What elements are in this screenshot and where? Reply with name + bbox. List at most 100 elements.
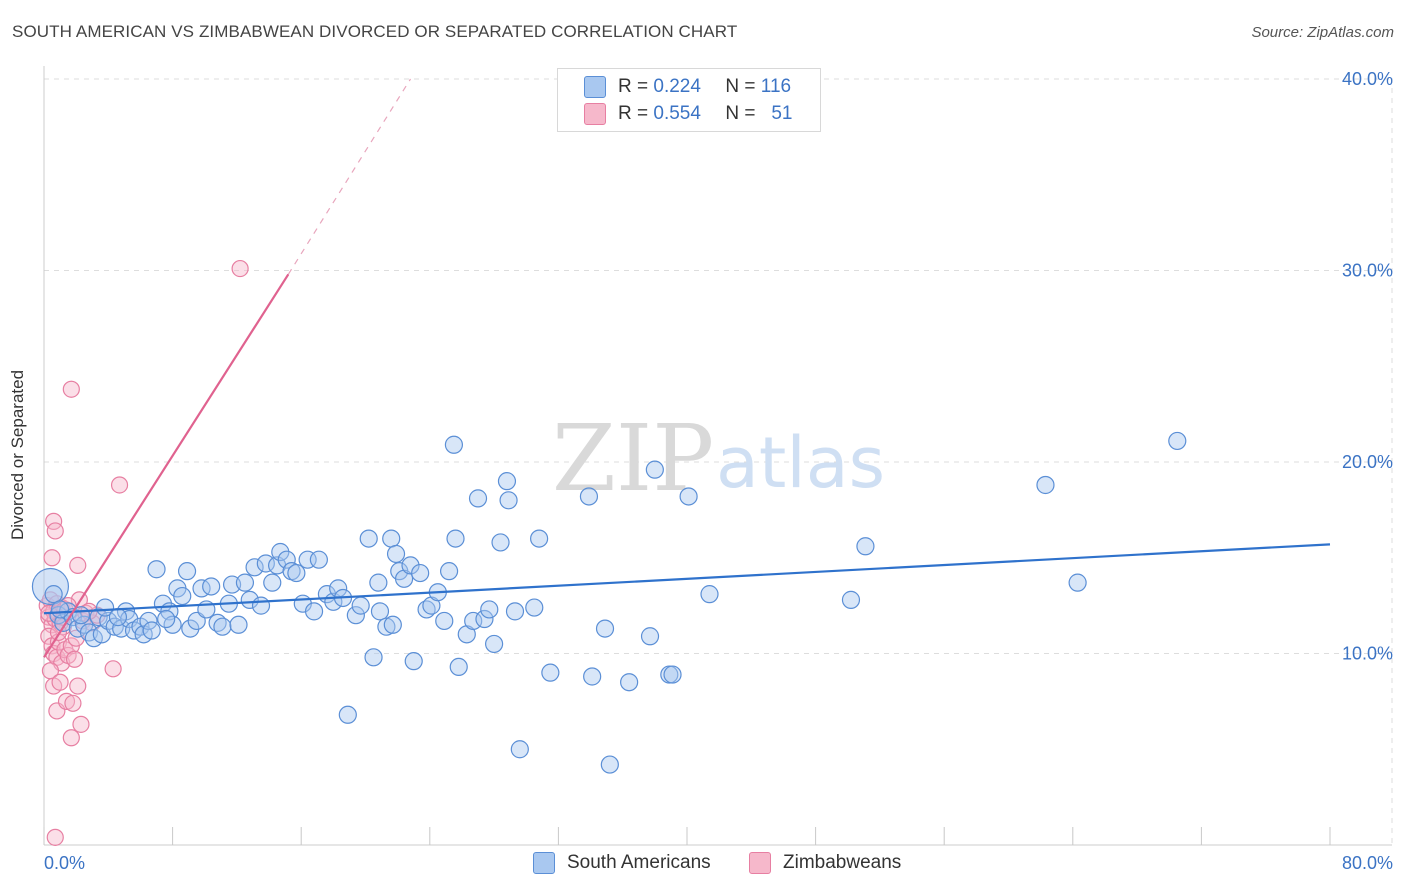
south-americans-point [583, 667, 602, 686]
south-americans-point [370, 602, 390, 621]
south-americans-point [139, 611, 158, 631]
chart-title: SOUTH AMERICAN VS ZIMBABWEAN DIVORCED OR… [12, 22, 738, 41]
south-americans-point [105, 617, 124, 636]
x-tick-label: 0.0% [44, 853, 85, 873]
zimbabweans-point [57, 692, 76, 710]
south-americans-points [31, 431, 1187, 774]
south-americans-point [449, 657, 468, 677]
south-americans-point [485, 634, 504, 654]
zimbabweans-point [72, 715, 90, 733]
south-americans-point [541, 663, 560, 682]
south-americans-point [525, 598, 544, 617]
watermark: ZIP atlas [552, 405, 885, 512]
south-americans-point [435, 611, 454, 631]
south-americans-point [377, 617, 396, 636]
zimbabweans-point [65, 650, 84, 668]
south-americans-point [364, 648, 383, 667]
south-americans-point [411, 563, 430, 583]
y-tick-label: 40.0% [1342, 69, 1393, 89]
legend-label: Zimbabweans [783, 852, 902, 873]
zimbabweans-point [64, 694, 82, 712]
watermark-zip: ZIP [552, 405, 714, 512]
zimbabweans-point [51, 673, 69, 691]
south-americans-point [446, 529, 465, 548]
legend-item-zimbabweans: Zimbabweans [749, 852, 901, 874]
south-americans-point [50, 600, 70, 619]
south-americans-point [351, 596, 370, 615]
south-americans-point [235, 573, 255, 592]
axes [43, 66, 1392, 846]
legend-r-value: 0.224 [653, 76, 701, 97]
legend-label: South Americans [567, 852, 711, 873]
south-americans-point [663, 665, 682, 684]
legend-r-label: R = [618, 103, 649, 124]
south-americans-point [645, 460, 664, 479]
zimbabweans-point [62, 729, 80, 747]
zimbabweans-trend-line [43, 273, 290, 658]
south-americans-point [309, 550, 328, 569]
south-americans-point [464, 611, 483, 631]
zimbabweans-point [46, 828, 64, 846]
south-americans-point [383, 615, 402, 634]
south-americans-point [256, 554, 275, 573]
south-americans-point [202, 577, 221, 596]
south-americans-point [475, 609, 494, 629]
south-americans-point [510, 740, 529, 759]
south-americans-point [229, 615, 248, 634]
legend-n-label: N = [725, 76, 756, 97]
watermark-atlas: atlas [716, 422, 885, 504]
south-americans-point [213, 617, 232, 636]
x-tick-label: 80.0% [1342, 853, 1393, 873]
legend-item-south-americans: South Americans [533, 852, 711, 874]
south-americans-point [245, 558, 264, 577]
legend-swatch-blue [584, 76, 606, 98]
zimbabweans-point [46, 522, 64, 540]
south-americans-point [1168, 431, 1187, 451]
south-americans-point [287, 563, 306, 583]
south-americans-point [277, 550, 296, 569]
y-tick-label: 10.0% [1342, 644, 1393, 664]
trend-lines [43, 78, 1331, 658]
legend-n-value: 116 [760, 76, 792, 97]
south-americans-point [240, 590, 259, 609]
south-americans-point [147, 560, 166, 579]
south-americans-point [386, 544, 406, 564]
legend-swatch-pink [584, 103, 606, 125]
source-label: Source: ZipAtlas.com [1251, 24, 1394, 41]
south-americans-point [480, 600, 499, 619]
south-americans-point [841, 590, 861, 609]
legend-swatch-pink [749, 852, 771, 874]
south-americans-point [401, 556, 420, 575]
legend-n-value: 51 [771, 103, 793, 124]
south-americans-point [177, 562, 197, 581]
south-americans-point [444, 435, 464, 454]
south-americans-point [439, 562, 459, 581]
south-americans-point [620, 673, 639, 692]
y-tick-label: 20.0% [1342, 452, 1393, 472]
south-americans-point [497, 472, 517, 491]
south-americans-point [468, 489, 488, 508]
south-americans-point [346, 606, 365, 625]
south-americans-trend-line [43, 543, 1331, 615]
south-americans-point [1036, 475, 1055, 495]
gridlines [44, 78, 1393, 845]
south-americans-point [108, 608, 128, 627]
south-americans-point [404, 652, 423, 671]
south-americans-point [491, 533, 510, 552]
south-americans-point [173, 586, 192, 606]
south-americans-point [142, 621, 161, 640]
south-americans-point [530, 529, 549, 548]
south-americans-point [382, 529, 401, 548]
zimbabweans-trend-extension [287, 78, 412, 275]
zimbabweans-point [231, 259, 249, 278]
south-americans-point [856, 537, 875, 556]
south-americans-point [600, 755, 619, 774]
south-americans-point [579, 487, 599, 506]
south-americans-point [1068, 573, 1087, 592]
legend-r-value: 0.554 [653, 103, 701, 124]
legend-swatch-blue [533, 852, 555, 874]
legend-n-label: N = [725, 103, 756, 124]
zimbabweans-points [38, 259, 249, 846]
south-americans-point [359, 529, 378, 548]
